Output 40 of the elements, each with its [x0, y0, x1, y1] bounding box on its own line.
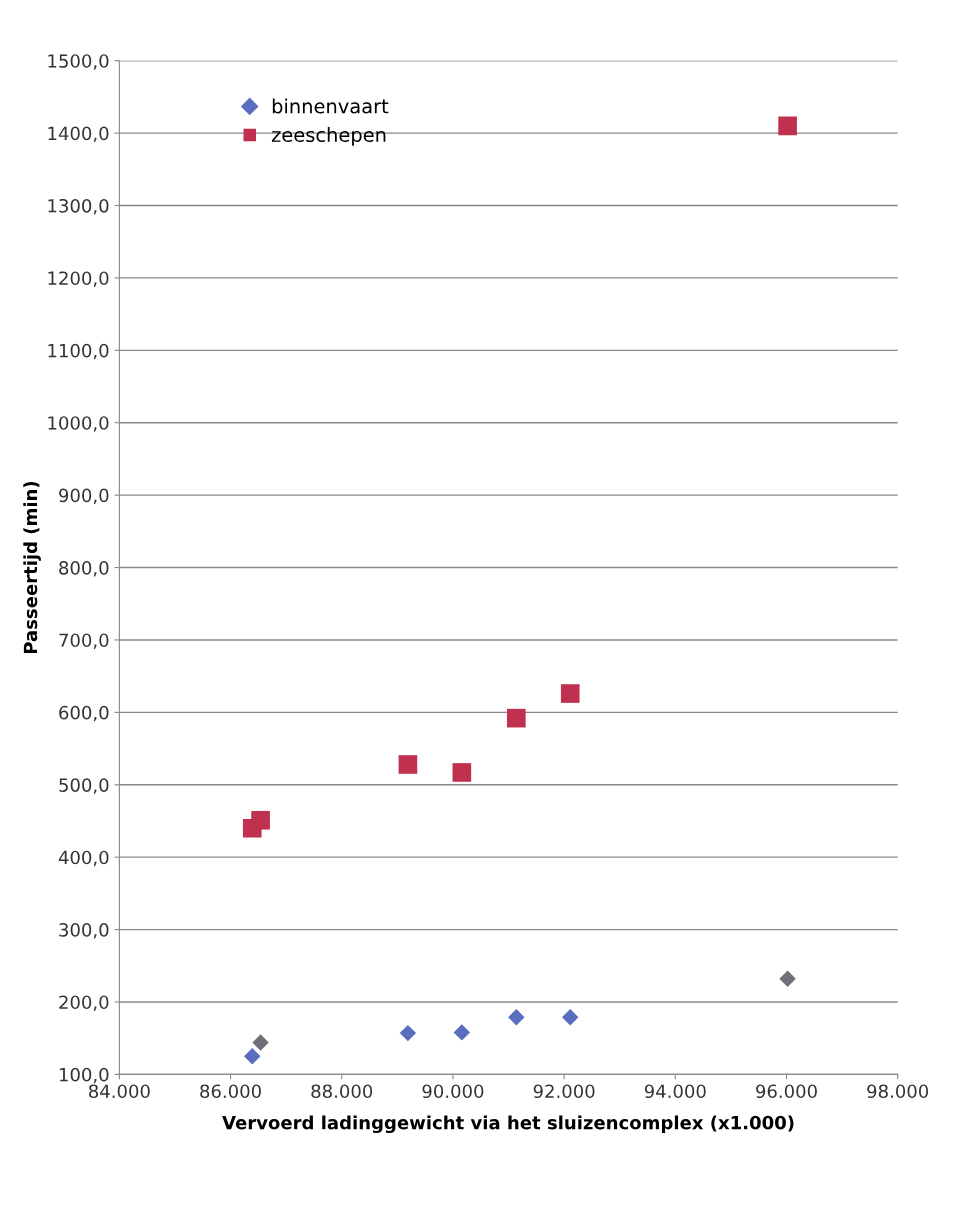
- y-tick-label: 500,0: [59, 778, 109, 794]
- point: [778, 116, 797, 136]
- point: [251, 810, 270, 830]
- y-tick-label: 1000,0: [48, 416, 109, 432]
- x-tick-label: 94.000: [644, 1084, 706, 1099]
- y-axis-title: Passeertijd (min): [23, 481, 41, 654]
- x-tick-label: 98.000: [867, 1084, 929, 1099]
- x-tick-label: 90.000: [422, 1084, 484, 1099]
- point: [562, 1008, 579, 1026]
- point: [507, 708, 526, 728]
- point: [560, 684, 580, 703]
- y-tick-label: 800,0: [59, 561, 109, 577]
- point: [508, 1008, 525, 1026]
- point: [452, 763, 472, 782]
- y-tick-label: 600,0: [59, 705, 109, 722]
- x-tick-label: 84.000: [89, 1084, 150, 1099]
- legend-label: zeeschepen: [271, 127, 386, 146]
- x-tick-label: 88.000: [311, 1084, 373, 1099]
- x-axis-title: Vervoerd ladinggewicht via het sluizencomplex (x1.000): [222, 1115, 794, 1134]
- y-tick-label: 200,0: [59, 995, 109, 1011]
- point: [453, 1024, 471, 1041]
- y-tick-label: 1200,0: [48, 271, 109, 287]
- point: [779, 970, 796, 988]
- x-tick-label: 86.000: [200, 1084, 261, 1099]
- y-tick-label: 1500,0: [48, 54, 109, 70]
- y-tick-label: 1100,0: [48, 343, 109, 360]
- y-tick-label: 100,0: [59, 1067, 109, 1084]
- y-tick-label: 300,0: [59, 923, 109, 939]
- x-tick-label: 96.000: [756, 1084, 817, 1099]
- point: [399, 1024, 417, 1042]
- y-tick-label: 400,0: [58, 850, 109, 867]
- point: [244, 1048, 261, 1065]
- y-tick-label: 700,0: [59, 633, 109, 649]
- point: [398, 755, 418, 774]
- y-tick-label: 900,0: [59, 488, 109, 505]
- point: [252, 1034, 269, 1051]
- x-tick-label: 92.000: [533, 1084, 595, 1099]
- y-tick-label: 1400,0: [48, 126, 109, 143]
- y-tick-label: 1300,0: [48, 198, 109, 215]
- legend-label: binnenvaart: [272, 98, 389, 114]
